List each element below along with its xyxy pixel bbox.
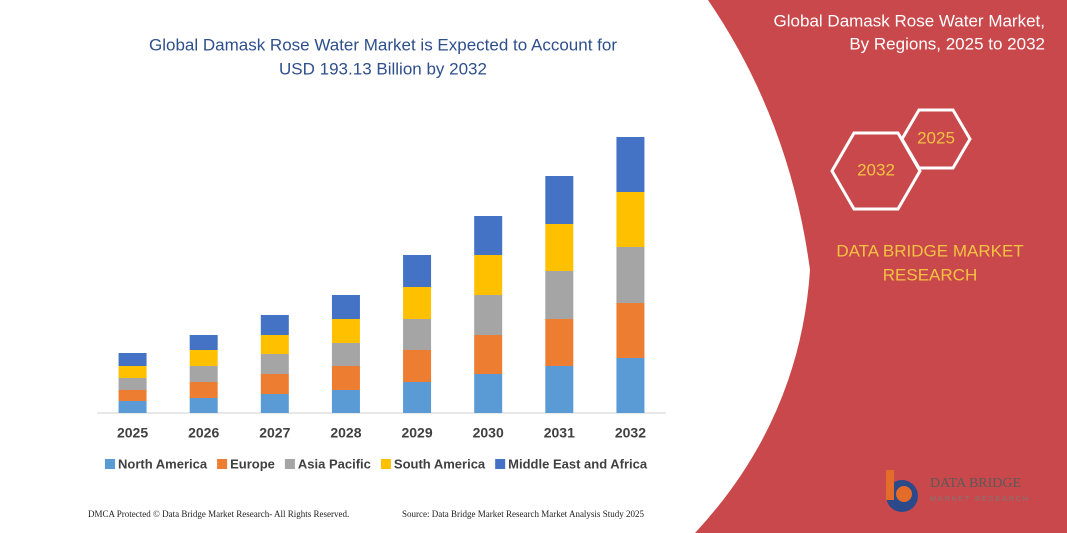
bar-segment [403, 382, 432, 413]
legend-label: Middle East and Africa [508, 456, 648, 471]
side-panel [695, 0, 1067, 533]
x-tick-label: 2029 [401, 425, 432, 441]
bar-segment [474, 295, 503, 335]
x-tick-label: 2027 [259, 425, 290, 441]
bar-segment [403, 350, 432, 382]
bar-segment [474, 335, 503, 374]
bar-segment [189, 350, 218, 366]
panel-title: Global Damask Rose Water Market, [774, 11, 1045, 30]
bar-segment [260, 374, 289, 394]
bar-segment [616, 247, 645, 303]
bar-segment [189, 398, 218, 413]
bar-segment [616, 358, 645, 413]
bar-segment [331, 343, 360, 366]
bar-segment [545, 271, 574, 319]
legend-swatch [495, 459, 506, 469]
legend-label: North America [118, 456, 208, 471]
legend-swatch [380, 459, 391, 469]
bar-segment [260, 354, 289, 374]
bar-segment [545, 319, 574, 366]
logo-icon [886, 470, 918, 512]
bar-segment [616, 192, 645, 247]
panel-brand: RESEARCH [883, 265, 977, 284]
bar-segment [331, 366, 360, 390]
chart-title: USD 193.13 Billion by 2032 [279, 59, 487, 78]
logo-tagline: MARKET RESEARCH [930, 496, 1030, 503]
chart-title: Global Damask Rose Water Market is Expec… [149, 35, 617, 54]
bar-segment [545, 176, 574, 224]
hexagon-label: 2032 [857, 160, 895, 179]
bar-segment [118, 366, 147, 378]
bar-segment [474, 374, 503, 413]
bar-segment [474, 255, 503, 295]
x-tick-label: 2028 [330, 425, 361, 441]
legend-label: Asia Pacific [298, 456, 371, 471]
bar-segment [118, 378, 147, 390]
bar-segment [260, 335, 289, 354]
bar-segment [189, 366, 218, 382]
bar-segment [403, 287, 432, 319]
hexagon [830, 131, 922, 211]
bar-segment [118, 390, 147, 401]
bar-segment [403, 255, 432, 287]
bar-segment [616, 137, 645, 192]
hexagon [900, 108, 972, 170]
legend-swatch [105, 459, 115, 469]
x-tick-label: 2031 [544, 425, 575, 441]
logo-name: DATA BRIDGE [930, 476, 1021, 491]
bar-segment [331, 319, 360, 343]
bar-segment [118, 353, 147, 366]
bar-segment [616, 303, 645, 358]
hexagons [830, 108, 972, 211]
legend-swatch [217, 459, 228, 469]
panel-brand: DATA BRIDGE MARKET [836, 241, 1023, 260]
footer-left: DMCA Protected © Data Bridge Market Rese… [88, 509, 349, 519]
x-tick-label: 2032 [615, 425, 646, 441]
legend-swatch [284, 459, 295, 469]
bar-segment [331, 295, 360, 319]
bar-segment [403, 319, 432, 350]
bar-segment [189, 382, 218, 398]
legend-label: South America [394, 456, 486, 471]
bar-segment [260, 315, 289, 335]
footer-right: Source: Data Bridge Market Research Mark… [402, 509, 644, 519]
bar-segment [545, 224, 574, 271]
bar-segment [331, 390, 360, 413]
bar-segment [260, 394, 289, 413]
x-tick-label: 2030 [473, 425, 504, 441]
bar-segment [118, 401, 147, 413]
panel-title: By Regions, 2025 to 2032 [849, 34, 1045, 53]
hexagon-label: 2025 [917, 128, 955, 147]
legend-label: Europe [230, 456, 275, 471]
logo-shape [896, 486, 912, 502]
x-tick-label: 2026 [188, 425, 219, 441]
bar-segment [474, 216, 503, 255]
x-tick-label: 2025 [117, 425, 148, 441]
bar-segment [545, 366, 574, 413]
logo-shape [886, 470, 894, 500]
bar-segment [189, 335, 218, 350]
